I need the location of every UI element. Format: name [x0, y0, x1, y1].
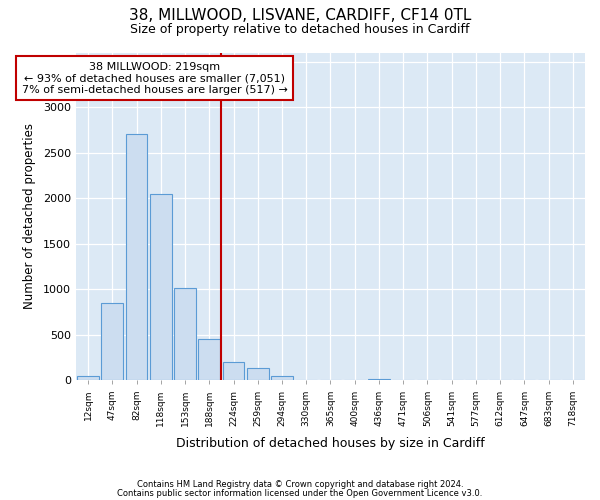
Bar — [223, 362, 244, 380]
Bar — [174, 288, 196, 380]
Bar — [199, 338, 220, 380]
X-axis label: Distribution of detached houses by size in Cardiff: Distribution of detached houses by size … — [176, 437, 485, 450]
Bar — [247, 368, 269, 380]
Bar — [271, 376, 293, 380]
Text: Size of property relative to detached houses in Cardiff: Size of property relative to detached ho… — [130, 22, 470, 36]
Text: 38 MILLWOOD: 219sqm
← 93% of detached houses are smaller (7,051)
7% of semi-deta: 38 MILLWOOD: 219sqm ← 93% of detached ho… — [22, 62, 287, 95]
Bar — [125, 134, 148, 380]
Text: 38, MILLWOOD, LISVANE, CARDIFF, CF14 0TL: 38, MILLWOOD, LISVANE, CARDIFF, CF14 0TL — [129, 8, 471, 22]
Text: Contains HM Land Registry data © Crown copyright and database right 2024.: Contains HM Land Registry data © Crown c… — [137, 480, 463, 489]
Bar — [368, 378, 390, 380]
Y-axis label: Number of detached properties: Number of detached properties — [23, 124, 36, 310]
Bar — [77, 376, 99, 380]
Bar — [101, 303, 123, 380]
Text: Contains public sector information licensed under the Open Government Licence v3: Contains public sector information licen… — [118, 488, 482, 498]
Bar — [150, 194, 172, 380]
